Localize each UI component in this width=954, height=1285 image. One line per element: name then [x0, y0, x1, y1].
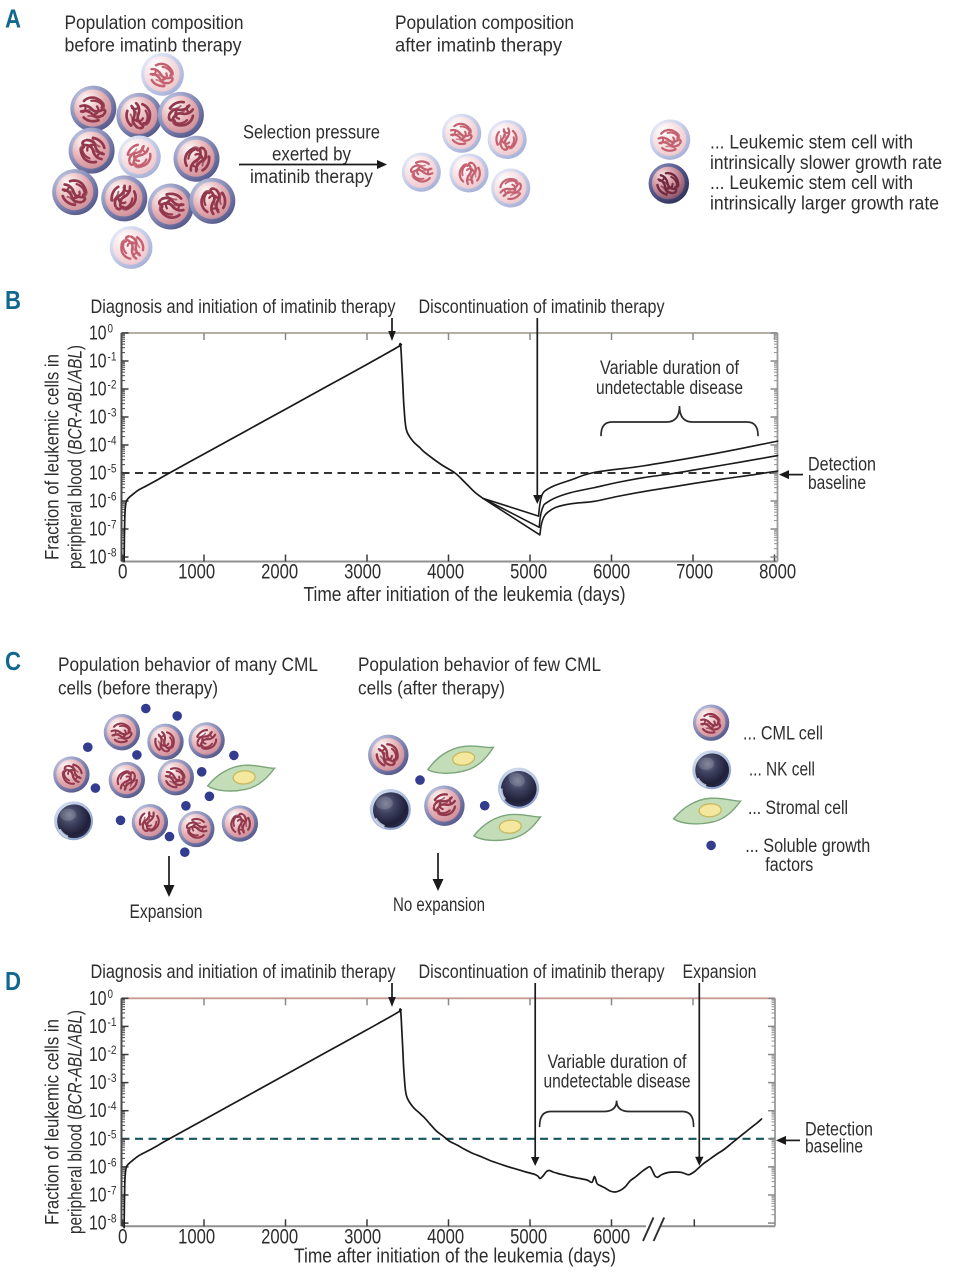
svg-text:4000: 4000: [427, 1225, 464, 1248]
svg-text:-6: -6: [108, 490, 117, 504]
svg-text:Population composition: Population composition: [395, 13, 574, 34]
svg-text:intrinsically slower growth ra: intrinsically slower growth rate: [710, 153, 942, 174]
svg-text:-7: -7: [108, 1184, 117, 1198]
svg-text:10: 10: [89, 491, 107, 513]
svg-text:Discontinuation of imatinib th: Discontinuation of imatinib therapy: [419, 297, 665, 318]
svg-text:... Soluble growth: ... Soluble growth: [745, 836, 870, 857]
svg-text:0: 0: [118, 561, 128, 584]
svg-text:-3: -3: [108, 406, 117, 420]
svg-text:undetectable disease: undetectable disease: [596, 378, 743, 399]
svg-text:peripheral blood (BCR-ABL/ABL): peripheral blood (BCR-ABL/ABL): [66, 345, 87, 569]
svg-text:10: 10: [89, 988, 107, 1010]
svg-text:10: 10: [89, 1185, 107, 1207]
svg-text:-6: -6: [108, 1155, 117, 1169]
svg-text:5000: 5000: [510, 561, 547, 584]
svg-text:Population behavior of few CML: Population behavior of few CML: [358, 655, 601, 676]
svg-text:10: 10: [89, 435, 107, 457]
svg-text:exerted by: exerted by: [272, 145, 351, 166]
svg-text:baseline: baseline: [808, 473, 866, 494]
svg-text:Expansion: Expansion: [683, 962, 757, 983]
svg-text:before imatinb therapy: before imatinb therapy: [65, 36, 242, 57]
svg-text:10: 10: [89, 1016, 107, 1038]
svg-text:Detection: Detection: [808, 455, 876, 476]
svg-text:2000: 2000: [261, 561, 298, 584]
svg-text:peripheral blood (BCR-ABL/ABL): peripheral blood (BCR-ABL/ABL): [66, 1010, 87, 1234]
svg-text:1000: 1000: [178, 1225, 215, 1248]
svg-text:cells (before therapy): cells (before therapy): [58, 679, 218, 700]
svg-text:C: C: [5, 646, 21, 676]
svg-text:10: 10: [89, 1072, 107, 1094]
svg-text:10: 10: [89, 407, 107, 429]
svg-text:... Leukemic stem cell with: ... Leukemic stem cell with: [710, 133, 913, 154]
svg-text:Expansion: Expansion: [130, 902, 203, 923]
svg-text:Discontinuation of imatinib th: Discontinuation of imatinib therapy: [419, 962, 665, 983]
svg-text:Variable duration of: Variable duration of: [600, 358, 740, 379]
svg-text:factors: factors: [765, 855, 813, 876]
svg-text:3000: 3000: [344, 1225, 381, 1248]
svg-text:6000: 6000: [593, 561, 630, 584]
svg-text:10: 10: [89, 379, 107, 401]
svg-text:6000: 6000: [593, 1225, 630, 1248]
svg-text:0: 0: [118, 1225, 128, 1248]
svg-text:0: 0: [108, 987, 114, 1001]
svg-text:Population composition: Population composition: [65, 13, 244, 34]
svg-text:-4: -4: [108, 1099, 117, 1113]
svg-text:4000: 4000: [427, 561, 464, 584]
svg-text:... Leukemic stem cell with: ... Leukemic stem cell with: [710, 173, 913, 194]
svg-text:5000: 5000: [510, 1225, 547, 1248]
svg-text:-1: -1: [108, 1015, 117, 1029]
svg-text:-2: -2: [108, 1043, 117, 1057]
svg-text:cells (after therapy): cells (after therapy): [358, 679, 505, 700]
svg-text:undetectable disease: undetectable disease: [544, 1072, 691, 1093]
svg-text:imatinib therapy: imatinib therapy: [250, 167, 373, 188]
svg-text:10: 10: [89, 463, 107, 485]
svg-text:Detection: Detection: [805, 1120, 873, 1141]
svg-text:-3: -3: [108, 1071, 117, 1085]
svg-text:2000: 2000: [261, 1225, 298, 1248]
svg-text:-1: -1: [108, 350, 117, 364]
svg-text:10: 10: [89, 1128, 107, 1150]
svg-text:-8: -8: [108, 1212, 117, 1226]
svg-text:Variable duration of: Variable duration of: [548, 1052, 688, 1073]
svg-text:8000: 8000: [759, 561, 796, 584]
svg-text:10: 10: [89, 519, 107, 541]
svg-text:-8: -8: [108, 546, 117, 560]
svg-text:3000: 3000: [344, 561, 381, 584]
svg-text:10: 10: [89, 547, 107, 569]
svg-text:intrinsically larger growth ra: intrinsically larger growth rate: [710, 193, 939, 214]
svg-text:10: 10: [89, 1100, 107, 1122]
svg-text:baseline: baseline: [805, 1137, 863, 1158]
svg-text:-2: -2: [108, 378, 117, 392]
svg-text:Time after initiation of the l: Time after initiation of the leukemia (d…: [294, 1246, 616, 1268]
svg-text:A: A: [5, 4, 21, 34]
svg-text:B: B: [5, 285, 21, 315]
svg-text:... NK cell: ... NK cell: [749, 760, 815, 781]
svg-text:Diagnosis and initiation of im: Diagnosis and initiation of imatinib the…: [91, 962, 396, 983]
svg-text:-4: -4: [108, 434, 117, 448]
svg-text:10: 10: [89, 323, 107, 345]
svg-text:10: 10: [89, 1156, 107, 1178]
svg-text:... CML cell: ... CML cell: [743, 724, 823, 745]
svg-text:-7: -7: [108, 518, 117, 532]
svg-text:10: 10: [89, 351, 107, 373]
svg-text:D: D: [5, 966, 21, 996]
svg-text:Fraction of leukemic cells in: Fraction of leukemic cells in: [43, 1019, 64, 1225]
svg-text:... Stromal cell: ... Stromal cell: [748, 798, 848, 819]
svg-text:Time after initiation of the l: Time after initiation of the leukemia (d…: [304, 584, 626, 606]
svg-text:10: 10: [89, 1213, 107, 1235]
svg-text:7000: 7000: [676, 561, 713, 584]
svg-text:No expansion: No expansion: [393, 895, 485, 916]
svg-text:Population behavior of many CM: Population behavior of many CML: [58, 655, 318, 676]
svg-text:0: 0: [108, 322, 114, 336]
svg-text:after imatinb therapy: after imatinb therapy: [395, 36, 562, 57]
svg-text:1000: 1000: [178, 561, 215, 584]
svg-text:10: 10: [89, 1044, 107, 1066]
svg-text:Selection pressure: Selection pressure: [243, 123, 380, 144]
svg-text:-5: -5: [108, 462, 117, 476]
svg-text:-5: -5: [108, 1127, 117, 1141]
svg-text:Fraction of leukemic cells in: Fraction of leukemic cells in: [43, 354, 64, 560]
svg-text:Diagnosis and initiation of im: Diagnosis and initiation of imatinib the…: [91, 297, 396, 318]
